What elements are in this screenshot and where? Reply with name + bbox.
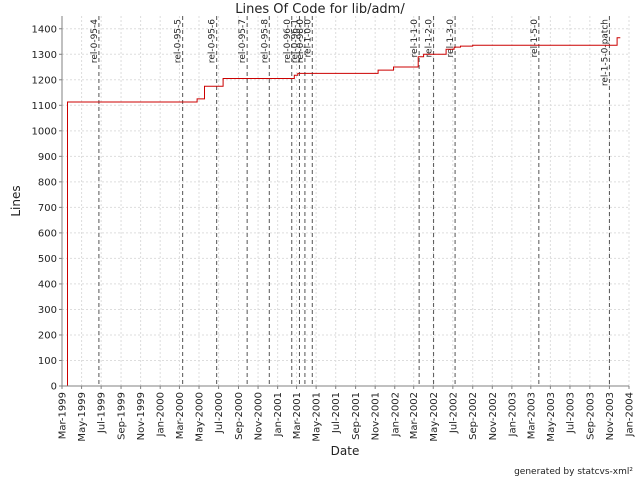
x-tick-label: Jan-2000 xyxy=(156,392,167,437)
x-tick-label: Sep-2000 xyxy=(234,392,245,440)
y-tick-label: 0 xyxy=(51,382,57,393)
x-axis-ticks: Mar-1999 May-1999 Jul-1999 Sep-1999 Nov-1999… xyxy=(58,386,636,442)
release-tag-label: rel-0-95-4 xyxy=(90,19,100,63)
y-tick-label: 100 xyxy=(38,356,57,367)
x-tick-label: Mar-2001 xyxy=(292,392,303,439)
x-tick-label: Jul-2001 xyxy=(331,392,342,434)
y-tick-label: 600 xyxy=(38,228,57,239)
y-tick-label: 1400 xyxy=(32,24,57,35)
x-tick-label: Jan-2003 xyxy=(507,392,518,437)
plot-area xyxy=(62,16,629,386)
release-tag-label: rel-1-0-0 xyxy=(303,19,313,58)
x-tick-label: Mar-2003 xyxy=(526,392,537,439)
release-tag-label: rel-0-98-0 xyxy=(296,19,306,63)
x-tick-label: Jan-2004 xyxy=(625,392,636,437)
x-tick-label: Mar-2002 xyxy=(409,392,420,439)
release-tag-label: rel-0-95-5 xyxy=(174,19,184,63)
y-axis-title: Lines xyxy=(9,185,23,216)
release-tag-label: rel-1-5-0-patch xyxy=(600,19,610,86)
release-tag-label: rel-1-2-0 xyxy=(425,19,435,58)
x-tick-label: May-2002 xyxy=(429,392,440,442)
x-tick-label: Nov-2001 xyxy=(371,392,382,440)
x-tick-label: Nov-2002 xyxy=(488,392,499,440)
x-axis-title: Date xyxy=(331,444,360,458)
x-tick-label: Nov-1999 xyxy=(136,392,147,440)
x-tick-label: Nov-2000 xyxy=(254,392,265,440)
x-tick-label: May-2003 xyxy=(546,392,557,442)
release-tag-label: rel-0-96-1 xyxy=(290,19,300,63)
y-tick-label: 900 xyxy=(38,152,57,163)
x-tick-label: May-2001 xyxy=(312,392,323,442)
release-tags: rel-0-95-4 rel-0-95-5 rel-0-95-6 rel-0-95-7… xyxy=(90,16,610,386)
x-tick-label: Sep-1999 xyxy=(117,392,128,440)
y-tick-label: 1300 xyxy=(32,50,57,61)
x-tick-label: Jul-1999 xyxy=(97,392,108,434)
x-tick-label: Sep-2001 xyxy=(351,392,362,440)
chart-title: Lines Of Code for lib/adm/ xyxy=(235,2,405,17)
y-tick-label: 500 xyxy=(38,254,57,265)
release-tag-label: rel-0-95-6 xyxy=(208,19,218,63)
y-tick-label: 300 xyxy=(38,305,57,316)
x-tick-label: Nov-2003 xyxy=(605,392,616,440)
release-tag-label: rel-1-5-0 xyxy=(530,19,540,58)
release-tag-label: rel-0-95-8 xyxy=(260,19,270,63)
release-tag-label: rel-1-3-0 xyxy=(446,19,456,58)
x-tick-label: Jul-2003 xyxy=(565,392,576,434)
y-tick-label: 200 xyxy=(38,330,57,341)
y-tick-label: 1100 xyxy=(32,101,57,112)
x-tick-label: Jul-2002 xyxy=(448,392,459,434)
x-tick-label: Sep-2002 xyxy=(468,392,479,440)
loc-series-line xyxy=(67,37,621,386)
x-tick-label: Jul-2000 xyxy=(214,392,225,434)
x-tick-label: Mar-1999 xyxy=(58,392,69,439)
release-tag-label: rel-0-96-0 xyxy=(283,19,293,63)
x-tick-label: May-1999 xyxy=(77,392,88,442)
y-tick-label: 400 xyxy=(38,279,57,290)
release-tag-label: rel-1-1-0 xyxy=(410,19,420,58)
y-tick-label: 1200 xyxy=(32,75,57,86)
series-group xyxy=(67,37,621,386)
y-axis-ticks: 0 100 200 300 400 500 600 700 800 900 1000 1100 1200… xyxy=(32,24,62,393)
x-tick-label: Jan-2002 xyxy=(390,392,401,437)
y-tick-label: 800 xyxy=(38,177,57,188)
y-tick-label: 700 xyxy=(38,203,57,214)
y-tick-label: 1000 xyxy=(32,126,57,137)
footer-note: generated by statcvs-xml² xyxy=(514,467,633,477)
x-tick-label: Mar-2000 xyxy=(175,392,186,439)
x-tick-label: Jan-2001 xyxy=(273,392,284,437)
release-tag-label: rel-0-95-7 xyxy=(238,19,248,63)
x-tick-label: May-2000 xyxy=(195,392,206,442)
x-tick-label: Sep-2003 xyxy=(585,392,596,440)
